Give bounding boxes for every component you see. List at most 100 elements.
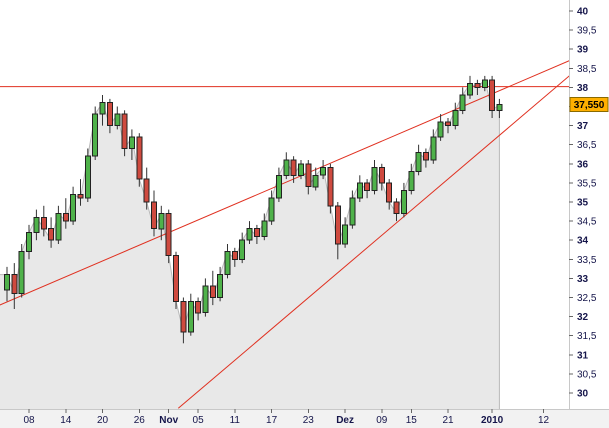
candle bbox=[106, 98, 113, 134]
candle bbox=[26, 224, 32, 260]
candle bbox=[342, 217, 349, 248]
candle bbox=[224, 244, 231, 279]
candle-body-up bbox=[224, 251, 231, 276]
candle bbox=[430, 129, 437, 164]
time-axis-background bbox=[0, 409, 609, 428]
candle-body-down bbox=[136, 136, 143, 180]
candle-body-up bbox=[18, 251, 25, 295]
candle-body-up bbox=[481, 79, 488, 88]
candle-body-up bbox=[371, 167, 378, 192]
candle bbox=[62, 198, 69, 229]
candle-body-down bbox=[11, 274, 18, 295]
candle-body-up bbox=[4, 274, 10, 291]
x-axis-label: 2010 bbox=[481, 415, 504, 426]
candle-body-up bbox=[158, 213, 165, 230]
candle bbox=[92, 106, 99, 160]
candle-body-down bbox=[173, 255, 179, 302]
candle bbox=[121, 110, 128, 157]
candle-body-up bbox=[84, 155, 91, 199]
candle-body-down bbox=[290, 159, 297, 176]
candle-body-down bbox=[180, 300, 187, 333]
candle-body-up bbox=[114, 113, 121, 127]
candle-body-down bbox=[143, 178, 150, 203]
candle bbox=[474, 79, 481, 95]
candle-body-up bbox=[217, 274, 224, 299]
candle bbox=[393, 198, 400, 222]
y-axis-label: 32,5 bbox=[577, 293, 597, 304]
candle-body-up bbox=[400, 190, 407, 214]
candle bbox=[253, 224, 260, 244]
x-axis-label: Dez bbox=[336, 415, 354, 426]
candle bbox=[298, 160, 304, 180]
candle-body-up bbox=[261, 220, 268, 237]
candle bbox=[408, 163, 415, 195]
candle bbox=[195, 297, 202, 321]
y-axis-label: 36,5 bbox=[577, 140, 597, 151]
y-axis-label: 35,5 bbox=[577, 178, 597, 189]
candle-body-down bbox=[106, 102, 113, 127]
candle-body-down bbox=[386, 182, 393, 203]
candle bbox=[489, 75, 496, 118]
x-axis-label: 23 bbox=[303, 415, 315, 426]
candle bbox=[18, 244, 25, 298]
x-axis-label: 21 bbox=[442, 415, 454, 426]
y-axis-label: 33,5 bbox=[577, 255, 597, 266]
x-axis-label: 15 bbox=[406, 415, 418, 426]
candle bbox=[4, 266, 10, 302]
candle-body-up bbox=[312, 174, 319, 188]
candle bbox=[114, 106, 121, 130]
candle bbox=[275, 167, 282, 202]
x-axis-label: 08 bbox=[23, 415, 35, 426]
candle bbox=[305, 160, 312, 195]
candle-body-up bbox=[342, 224, 349, 245]
candle bbox=[246, 221, 253, 244]
candle-body-down bbox=[253, 228, 260, 237]
y-axis-label: 34,5 bbox=[577, 217, 597, 228]
x-axis-label: Nov bbox=[159, 415, 178, 426]
x-axis-label: 12 bbox=[538, 415, 550, 426]
candle-body-down bbox=[209, 285, 216, 298]
candle bbox=[283, 152, 290, 180]
y-axis-label: 32 bbox=[577, 312, 589, 323]
candle bbox=[312, 167, 319, 191]
candle-body-up bbox=[437, 121, 444, 138]
candle-body-down bbox=[40, 216, 47, 230]
candle-body-down bbox=[151, 201, 157, 230]
candle-body-down bbox=[378, 167, 385, 184]
x-axis-label: 17 bbox=[266, 415, 278, 426]
candle bbox=[143, 167, 150, 210]
candle-body-up bbox=[496, 104, 503, 111]
candle bbox=[11, 263, 18, 309]
candle bbox=[158, 205, 165, 241]
y-axis-label: 37 bbox=[577, 121, 589, 132]
candle bbox=[40, 205, 47, 237]
candle bbox=[268, 190, 275, 225]
candle bbox=[496, 98, 503, 118]
candle bbox=[437, 114, 444, 141]
last-price-text: 37,550 bbox=[574, 100, 605, 111]
candle bbox=[173, 251, 179, 309]
candles bbox=[4, 75, 503, 344]
candle bbox=[415, 144, 422, 176]
candle bbox=[151, 190, 157, 237]
last-price-label: 37,550 bbox=[569, 97, 609, 113]
candle-body-up bbox=[92, 113, 99, 157]
candle-body-up bbox=[408, 170, 415, 191]
y-axis-label: 34 bbox=[577, 236, 589, 247]
candle-body-up bbox=[459, 94, 466, 111]
candle-body-up bbox=[452, 109, 459, 127]
candle bbox=[452, 102, 459, 130]
candle-body-down bbox=[48, 228, 55, 241]
candle bbox=[320, 160, 327, 180]
candle bbox=[180, 297, 187, 344]
candle bbox=[77, 179, 84, 206]
candle-body-down bbox=[195, 300, 202, 314]
y-axis-label: 39 bbox=[577, 45, 589, 56]
candle bbox=[84, 148, 91, 202]
candle-body-up bbox=[99, 102, 106, 115]
price-axis: 4039,53938,53837,53736,53635,53534,53433… bbox=[569, 7, 597, 400]
candle-body-down bbox=[77, 193, 84, 199]
candle-body-down bbox=[364, 182, 371, 191]
candle-body-up bbox=[246, 228, 253, 241]
